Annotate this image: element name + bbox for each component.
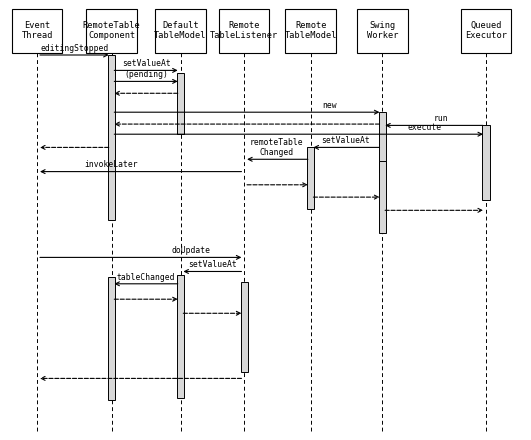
Text: Queued
Executor: Queued Executor: [465, 21, 507, 40]
Bar: [379, 112, 386, 172]
Bar: [177, 73, 184, 134]
Text: run: run: [433, 114, 448, 123]
Text: setValueAt: setValueAt: [188, 260, 237, 269]
Text: editingStopped: editingStopped: [40, 44, 108, 53]
Bar: [12, 9, 63, 53]
Bar: [86, 9, 136, 53]
Bar: [482, 125, 490, 200]
Bar: [108, 55, 115, 220]
Bar: [357, 9, 407, 53]
Text: setValueAt: setValueAt: [122, 59, 170, 68]
Text: new: new: [322, 101, 337, 110]
Text: execute: execute: [408, 123, 442, 132]
Text: Remote
TableListener: Remote TableListener: [210, 21, 278, 40]
Text: RemoteTable
Component: RemoteTable Component: [83, 21, 140, 40]
Text: Default
TableModel: Default TableModel: [155, 21, 207, 40]
Bar: [241, 282, 248, 372]
Text: Event
Thread: Event Thread: [21, 21, 53, 40]
Bar: [379, 161, 386, 233]
Bar: [108, 277, 115, 400]
Text: tableChanged: tableChanged: [117, 273, 175, 282]
Bar: [156, 9, 206, 53]
Text: Remote
TableModel: Remote TableModel: [285, 21, 337, 40]
Text: Swing
Worker: Swing Worker: [366, 21, 398, 40]
Text: setValueAt: setValueAt: [321, 136, 370, 145]
Bar: [219, 9, 270, 53]
Bar: [285, 9, 336, 53]
Text: remoteTable
Changed: remoteTable Changed: [250, 138, 303, 157]
Bar: [307, 147, 314, 209]
Bar: [461, 9, 511, 53]
Text: invokeLater: invokeLater: [85, 161, 138, 169]
Bar: [177, 275, 184, 398]
Text: (pending): (pending): [124, 70, 168, 79]
Text: doUpdate: doUpdate: [172, 246, 211, 255]
